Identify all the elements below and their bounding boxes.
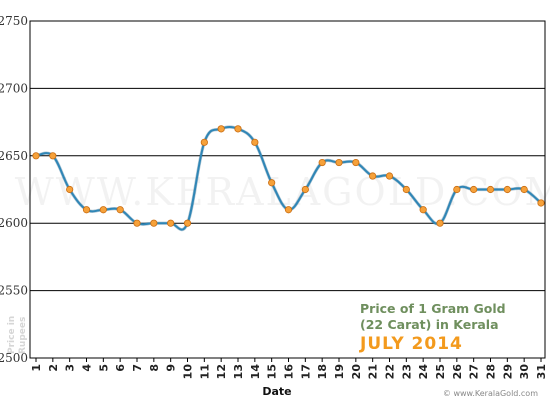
x-tick-label: 22 <box>384 364 397 379</box>
y-axis-label-line-2: Rupees <box>18 317 28 354</box>
x-tick-label: 25 <box>434 364 447 379</box>
x-tick-label: 2 <box>47 364 60 372</box>
x-tick-label: 23 <box>400 364 413 379</box>
data-point-day-24 <box>419 206 427 214</box>
data-point-day-6 <box>116 206 124 214</box>
data-point-day-30 <box>520 185 528 194</box>
x-tick-label: 20 <box>350 364 363 380</box>
data-point-day-1 <box>32 152 40 160</box>
data-point-day-11 <box>200 138 208 146</box>
x-tick-label: 8 <box>148 364 161 372</box>
y-axis-ticks: 2500 2550 2600 2650 2700 2750 <box>0 14 28 365</box>
x-tick-label: 5 <box>97 364 110 372</box>
data-point-day-14 <box>251 138 259 146</box>
data-point-day-20 <box>352 158 360 167</box>
data-point-day-18 <box>318 158 326 167</box>
data-point-day-25 <box>436 219 444 227</box>
data-point-day-5 <box>99 206 107 214</box>
y-tick-label: 2550 <box>0 284 28 298</box>
data-point-day-17 <box>301 185 309 194</box>
x-tick-label: 18 <box>316 364 329 379</box>
data-point-day-31 <box>537 199 545 207</box>
data-point-day-28 <box>486 185 495 194</box>
x-tick-label: 31 <box>535 364 548 379</box>
chart-title-line-1: Price of 1 Gram Gold <box>360 301 506 316</box>
data-point-day-10 <box>183 219 192 227</box>
chart-subtitle: JULY 2014 <box>359 334 463 354</box>
x-tick-label: 9 <box>165 364 178 372</box>
y-tick-label: 2700 <box>0 81 28 95</box>
x-tick-label: 28 <box>485 364 498 379</box>
series-price <box>32 125 545 232</box>
data-point-day-4 <box>82 206 91 214</box>
y-axis-label-line-1: Price in <box>7 316 17 354</box>
x-tick-label: 21 <box>367 364 380 379</box>
y-tick-label: 2650 <box>0 149 28 163</box>
data-point-day-9 <box>167 219 175 227</box>
x-tick-label: 1 <box>30 364 43 372</box>
data-point-day-15 <box>268 179 276 187</box>
data-point-day-23 <box>402 185 410 194</box>
x-tick-label: 19 <box>333 364 346 379</box>
data-point-day-19 <box>335 158 343 167</box>
y-tick-label: 2750 <box>0 14 28 28</box>
x-tick-label: 16 <box>283 364 296 380</box>
x-tick-label: 6 <box>114 364 127 372</box>
x-axis-ticks: 1 2 3 4 5 6 7 8 9 10 11 12 13 14 15 16 17 18 19 20 21 22 23 24 2… <box>30 358 548 379</box>
source-credit: © www.KeralaGold.com <box>443 389 538 398</box>
data-point-day-13 <box>234 125 242 133</box>
y-axis-label: Price in Rupees <box>7 316 28 354</box>
data-point-day-26 <box>453 185 461 194</box>
x-axis-title: Date <box>262 385 291 398</box>
x-tick-label: 29 <box>501 364 514 379</box>
x-tick-label: 11 <box>198 364 211 379</box>
data-point-day-16 <box>284 206 293 214</box>
x-tick-label: 4 <box>81 364 94 372</box>
x-tick-label: 27 <box>468 364 481 379</box>
x-tick-label: 17 <box>299 364 312 379</box>
watermark-text: WWW.KERALAGOLD.COM <box>15 170 550 214</box>
data-point-day-22 <box>385 172 394 180</box>
x-tick-label: 24 <box>417 364 430 380</box>
x-tick-label: 15 <box>266 364 279 379</box>
x-tick-label: 30 <box>518 364 531 380</box>
x-tick-label: 7 <box>131 364 144 372</box>
x-tick-label: 26 <box>451 364 464 380</box>
data-point-day-8 <box>150 219 158 227</box>
data-point-day-21 <box>369 172 377 180</box>
y-tick-label: 2500 <box>0 351 28 365</box>
y-tick-label: 2600 <box>0 216 28 230</box>
data-point-day-29 <box>503 185 511 194</box>
data-point-day-2 <box>49 152 57 160</box>
x-tick-label: 12 <box>215 364 228 379</box>
x-tick-label: 14 <box>249 364 262 380</box>
x-tick-label: 13 <box>232 364 245 379</box>
data-point-day-7 <box>133 219 141 227</box>
x-tick-label: 3 <box>64 364 77 372</box>
data-point-day-3 <box>66 185 74 194</box>
data-point-day-27 <box>470 185 478 194</box>
grid-lines <box>30 87 545 292</box>
data-point-day-12 <box>217 125 225 133</box>
x-tick-label: 10 <box>182 364 195 380</box>
chart-title-line-2: (22 Carat) in Kerala <box>360 317 499 332</box>
